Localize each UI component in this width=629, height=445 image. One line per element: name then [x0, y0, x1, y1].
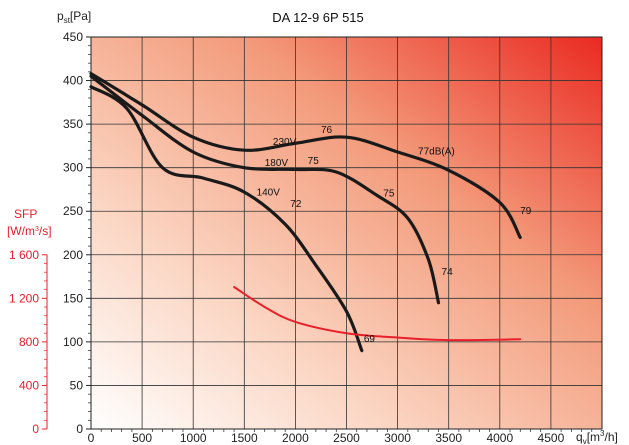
- curve-annotation: 74: [442, 267, 454, 278]
- sfp-tick-label: 1 600: [9, 248, 39, 262]
- series-line-230v: [89, 72, 522, 239]
- curve-annotation: 77dB(A): [418, 147, 455, 158]
- curve-annotation: 75: [383, 188, 395, 199]
- x-tick-label: 3500: [435, 431, 462, 445]
- x-tick-label: 2000: [282, 431, 309, 445]
- curve-annotation: 72: [290, 199, 302, 210]
- grid: [91, 36, 602, 429]
- y-tick-label: 400: [63, 74, 83, 88]
- curve-annotation: 69: [364, 334, 376, 345]
- curve-annotation: 180V: [265, 158, 289, 169]
- sfp-tick-label: 400: [19, 378, 39, 392]
- y-tick-label: 0: [76, 422, 83, 436]
- x-tick-label: 4000: [486, 431, 513, 445]
- curve-annotation: 140V: [257, 188, 281, 199]
- curve-annotation: 75: [308, 156, 320, 167]
- y-tick-label: 300: [63, 161, 83, 175]
- x-tick-label: 500: [132, 431, 152, 445]
- x-tick-label: 0: [88, 431, 95, 445]
- sfp-axis: 0 400 800 1 200 1 600: [9, 248, 48, 436]
- sfp-axis-label: SFP: [14, 207, 37, 221]
- y-tick-label: 200: [63, 248, 83, 262]
- sfp-tick-label: 0: [32, 422, 39, 436]
- y-tick-label: 350: [63, 117, 83, 131]
- y-tick-label: 450: [63, 30, 83, 44]
- y-tick-label: 150: [63, 291, 83, 305]
- curve-annotation: 76: [321, 125, 333, 136]
- x-tick-label: 1000: [180, 431, 207, 445]
- y-axis-ticks: 0 50 100 150 200 250 300 350 400 450: [63, 30, 91, 436]
- x-tick-label: 2500: [333, 431, 360, 445]
- x-tick-label: 1500: [231, 431, 258, 445]
- x-axis-ticks: 0 500 1000 1500 2000 2500 3000 3500 4000 4500: [88, 429, 593, 445]
- sfp-axis-unit: [W/m3/s]: [7, 224, 52, 238]
- sfp-tick-label: 800: [19, 335, 39, 349]
- x-tick-label: 4500: [538, 431, 565, 445]
- annotations: 230V 76 77dB(A) 79 180V 75 75 74 140V 72 69: [257, 125, 532, 345]
- curve-annotation: 79: [520, 206, 532, 217]
- y-tick-label: 100: [63, 335, 83, 349]
- y-axis-label: pst[Pa]: [57, 9, 91, 25]
- x-tick-label: 3000: [384, 431, 411, 445]
- sfp-tick-label: 1 200: [9, 291, 39, 305]
- series-line-180v: [89, 74, 441, 305]
- y-tick-label: 50: [70, 378, 84, 392]
- curve-annotation: 230V: [273, 137, 297, 148]
- y-tick-label: 250: [63, 204, 83, 218]
- series-group: [89, 72, 522, 353]
- plot-frame: [90, 36, 603, 430]
- series-line-sfp: [233, 286, 522, 342]
- chart-title: DA 12-9 6P 515: [272, 10, 364, 25]
- series-line-140v: [89, 85, 364, 353]
- x-axis-label: qv[m3/h]: [576, 429, 618, 445]
